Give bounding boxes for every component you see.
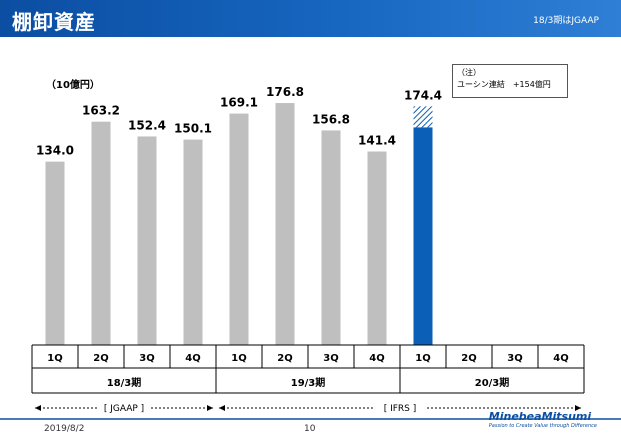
accounting-standard-label: [ JGAAP ] xyxy=(104,404,144,414)
bar-value-label: 134.0 xyxy=(36,144,74,158)
bar-value-label: 174.4 xyxy=(404,88,442,102)
category-tick-label: 2Q xyxy=(461,353,476,364)
company-logo: MinebeaMitsumi Passion to Create Value t… xyxy=(489,410,597,429)
bar xyxy=(321,130,341,345)
logo-wordmark: MinebeaMitsumi xyxy=(488,410,592,423)
category-tick-label: 1Q xyxy=(231,353,246,364)
bar xyxy=(137,136,157,345)
fiscal-year-label: 19/3期 xyxy=(291,376,326,389)
bar-value-label: 169.1 xyxy=(220,96,258,110)
unit-label: （10億円） xyxy=(46,80,100,91)
annotation-callout: （注） ユーシン連結 +154億円 xyxy=(452,64,568,98)
footer-date: 2019/8/2 xyxy=(44,424,85,434)
category-tick-label: 1Q xyxy=(415,353,430,364)
label-background xyxy=(98,402,150,414)
category-tick-label: 2Q xyxy=(93,353,108,364)
arrow-right xyxy=(575,405,581,411)
bar-value-label: 141.4 xyxy=(358,134,396,148)
page-number: 10 xyxy=(304,424,316,434)
category-tick-label: 2Q xyxy=(277,353,292,364)
bar xyxy=(367,151,387,345)
bar xyxy=(275,103,295,345)
category-tick-label: 3Q xyxy=(139,353,154,364)
callout-title: （注） xyxy=(457,68,481,77)
page-title: 棚卸資産 xyxy=(12,10,96,34)
fiscal-year-label: 20/3期 xyxy=(475,376,510,389)
arrow-right xyxy=(207,405,213,411)
callout-text: ユーシン連結 +154億円 xyxy=(457,80,551,89)
category-tick-label: 4Q xyxy=(369,353,384,364)
category-tick-label: 1Q xyxy=(47,353,62,364)
fiscal-year-label: 18/3期 xyxy=(107,376,142,389)
category-tick-label: 4Q xyxy=(185,353,200,364)
bar xyxy=(229,113,249,345)
header-bar: 棚卸資産 18/3期はJGAAP xyxy=(0,0,621,37)
bar-value-label: 176.8 xyxy=(266,85,304,99)
bar xyxy=(45,161,65,345)
accounting-standard-label: [ IFRS ] xyxy=(384,404,417,414)
bar-value-label: 156.8 xyxy=(312,112,350,126)
bar-value-label: 163.2 xyxy=(82,104,120,118)
bar xyxy=(183,139,203,345)
bar xyxy=(91,121,111,346)
arrow-left xyxy=(35,405,41,411)
accounting-note: 18/3期はJGAAP xyxy=(533,16,599,26)
bar-value-label: 150.1 xyxy=(174,122,212,136)
category-tick-label: 3Q xyxy=(323,353,338,364)
category-tick-label: 4Q xyxy=(553,353,568,364)
bar xyxy=(413,127,433,345)
label-background xyxy=(374,402,426,414)
bar-hatched-portion xyxy=(413,106,433,128)
bar-value-label: 152.4 xyxy=(128,118,166,132)
arrow-left xyxy=(219,405,225,411)
category-tick-label: 3Q xyxy=(507,353,522,364)
logo-tagline: Passion to Create Value through Differen… xyxy=(488,423,597,429)
